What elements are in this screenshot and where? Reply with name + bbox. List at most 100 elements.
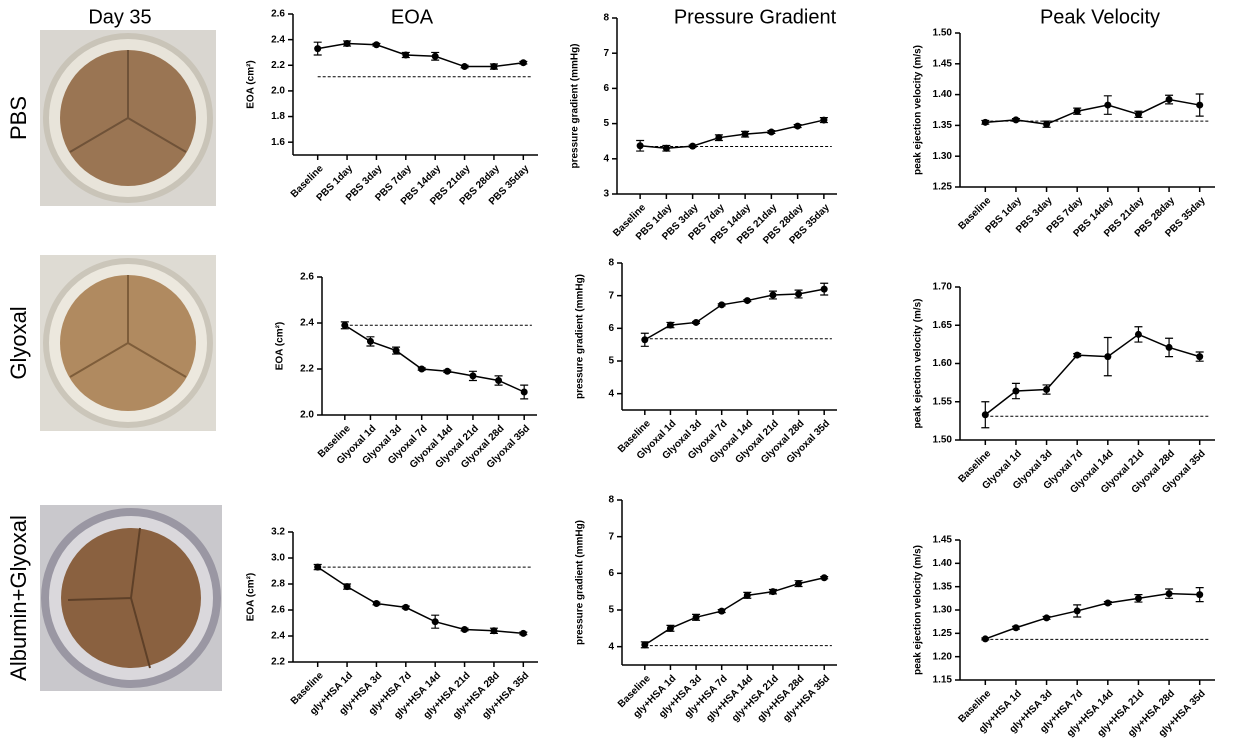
data-point (1134, 594, 1142, 602)
y-tick-label: 8 (608, 258, 614, 269)
data-point (795, 290, 803, 298)
column-header: Day 35 (88, 6, 151, 28)
column-header: EOA (391, 6, 434, 28)
data-point (402, 51, 410, 59)
y-tick-label: 7 (608, 531, 614, 542)
y-tick-label: 1.20 (933, 651, 953, 662)
data-point (820, 116, 828, 124)
data-point (981, 118, 989, 126)
y-tick-label: 1.65 (933, 320, 953, 331)
data-point (689, 142, 697, 150)
y-tick-label: 1.15 (933, 675, 953, 686)
data-line (317, 566, 524, 635)
y-tick-label: 2.0 (271, 86, 285, 97)
data-point (1104, 599, 1112, 607)
y-tick-label: 1.60 (933, 358, 953, 369)
data-point (490, 63, 498, 71)
data-point (715, 134, 723, 142)
data-point (519, 59, 527, 67)
data-point (641, 641, 649, 649)
data-point (461, 63, 469, 71)
data-point (666, 321, 674, 329)
data-line (985, 592, 1200, 640)
data-point (1073, 107, 1081, 115)
data-point (1043, 120, 1051, 128)
y-tick-label: 6 (608, 568, 614, 579)
data-point (666, 624, 674, 632)
y-tick-label: 2.4 (271, 631, 285, 642)
data-point (1104, 101, 1112, 109)
y-tick-label: 2.2 (271, 60, 285, 71)
data-line (640, 119, 825, 149)
data-point (343, 583, 351, 591)
data-point (692, 318, 700, 326)
data-point (662, 144, 670, 152)
data-point (431, 618, 439, 626)
data-point (366, 337, 374, 345)
y-axis-label: pressure gradient (mmHg) (570, 43, 581, 168)
data-point (1196, 101, 1204, 109)
y-tick-label: 1.35 (933, 120, 953, 131)
data-point (1073, 607, 1081, 615)
row-label: Albumin+Glyoxal (6, 515, 31, 681)
data-line (644, 288, 825, 341)
y-tick-label: 1.50 (933, 28, 953, 39)
y-axis-label: peak ejection velocity (m/s) (913, 545, 924, 675)
y-tick-label: 4 (603, 153, 609, 164)
data-line (985, 98, 1200, 125)
data-point (469, 372, 477, 380)
valve-photo (40, 505, 222, 691)
y-tick-label: 3 (603, 189, 609, 200)
y-tick-label: 1.35 (933, 581, 953, 592)
data-point (402, 603, 410, 611)
y-tick-label: 1.55 (933, 396, 953, 407)
data-line (984, 333, 1200, 416)
y-tick-label: 1.25 (933, 182, 953, 193)
data-point (495, 377, 503, 384)
data-point (1104, 353, 1112, 361)
y-tick-label: 2.6 (271, 9, 285, 20)
y-tick-label: 1.30 (933, 151, 953, 162)
data-point (636, 142, 644, 150)
y-tick-label: 2.4 (300, 318, 314, 329)
data-point (314, 45, 322, 53)
valve-photo (40, 30, 216, 206)
data-point (431, 52, 439, 60)
y-axis-label: pressure gradient (mmHg) (575, 520, 586, 645)
data-point (767, 128, 775, 136)
x-tick-label: gly+HSA 35d (781, 673, 832, 724)
data-point (519, 629, 527, 637)
data-point (341, 321, 349, 329)
y-tick-label: 1.50 (933, 435, 953, 446)
y-tick-label: 8 (603, 13, 609, 24)
y-tick-label: 1.30 (933, 605, 953, 616)
y-axis-label: EOA (cm²) (246, 60, 257, 109)
y-tick-label: 5 (608, 356, 614, 367)
data-point (641, 336, 649, 344)
data-point (795, 580, 803, 588)
data-point (461, 626, 469, 633)
data-line (644, 577, 825, 646)
data-point (1165, 96, 1173, 104)
y-axis-label: pressure gradient (mmHg) (575, 274, 586, 399)
data-point (1073, 351, 1081, 359)
y-tick-label: 2.0 (300, 410, 314, 421)
data-point (443, 367, 451, 375)
data-point (743, 591, 751, 599)
column-header: Pressure Gradient (674, 6, 837, 28)
data-point (314, 563, 322, 571)
data-point (718, 607, 726, 615)
data-point (1196, 353, 1204, 361)
row-label: Glyoxal (6, 306, 31, 379)
data-point (1165, 590, 1173, 598)
data-point (820, 574, 828, 582)
y-tick-label: 3.2 (271, 527, 285, 538)
y-tick-label: 2.6 (271, 605, 285, 616)
y-tick-label: 1.40 (933, 89, 953, 100)
data-point (1165, 343, 1173, 351)
y-tick-label: 4 (608, 388, 614, 399)
y-axis-label: peak ejection velocity (m/s) (913, 45, 924, 175)
data-point (981, 635, 989, 643)
y-tick-label: 4 (608, 641, 614, 652)
y-tick-label: 7 (603, 48, 609, 59)
